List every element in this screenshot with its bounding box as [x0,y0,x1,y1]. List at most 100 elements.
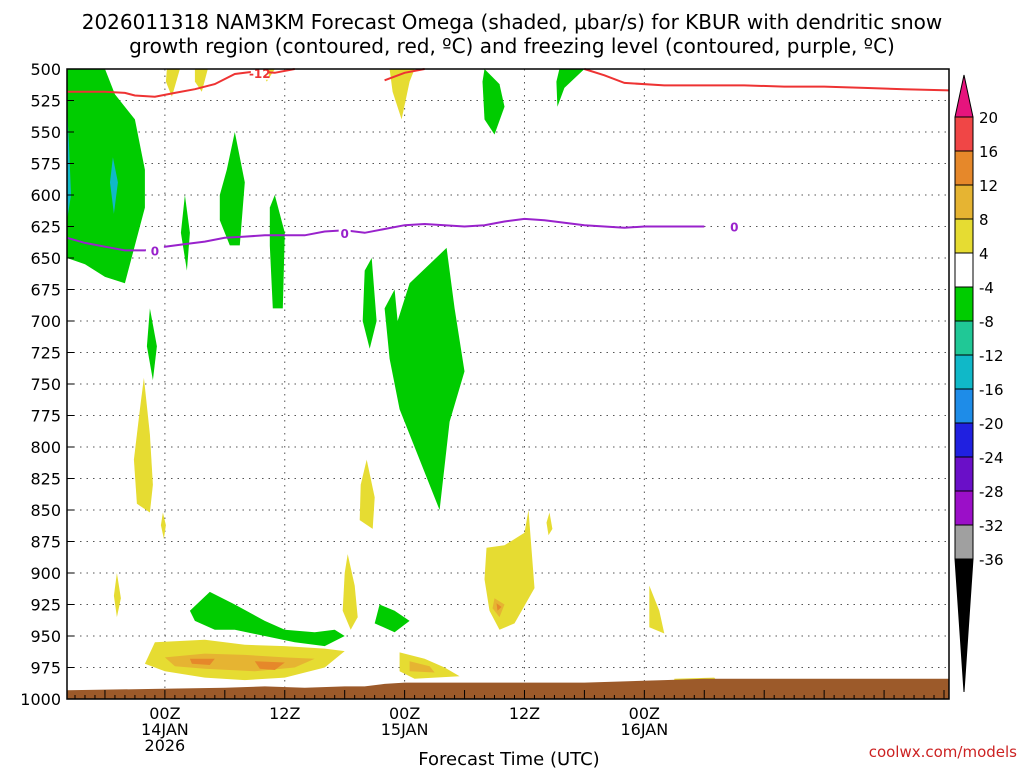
colorbar-swatch-11 [954,490,974,526]
y-tick-label-575: 575 [30,155,61,174]
colorbar-legend: 20 16 12 8 4 -4 -8 -12 -16 -20 -24 -28 -32 -36 [954,74,1004,693]
y-tick-label-625: 625 [30,218,61,237]
colorbar-label-4: 4 [979,245,989,263]
y-tick-label-925: 925 [30,596,61,615]
colorbar-label--24: -24 [979,449,1004,467]
colorbar-label--36: -36 [979,551,1004,569]
y-tick-label-825: 825 [30,470,61,489]
colorbar-arrow-top [954,74,974,118]
isotherm-label-0: -12 [249,67,271,81]
omega-region-6 [146,308,157,381]
y-tick-label-500: 500 [30,60,61,79]
y-tick-label-675: 675 [30,281,61,300]
omega-region-15 [165,69,180,97]
omega-region-20 [484,510,535,630]
terrain-fill [67,678,949,699]
y-axis: 500 525 550 575 600 625 650 675 700 725 750 775 800 8… [20,60,74,709]
omega-region-8 [384,247,465,510]
y-tick-label-775: 775 [30,407,61,426]
isotherm-line-1 [384,68,425,82]
y-tick-label-700: 700 [30,312,61,331]
y-tick-label-875: 875 [30,533,61,552]
freezing-label-bg-0 [338,225,351,240]
colorbar-label-12: 12 [979,177,998,195]
omega-region-23 [546,512,553,536]
omega-region-19 [342,554,358,630]
omega-region-2 [110,157,118,214]
omega-region-24 [649,585,665,634]
y-tick-label-650: 650 [30,249,61,268]
omega-region-30 [409,661,435,673]
colorbar-label--32: -32 [979,517,1004,535]
omega-region-16 [194,69,208,92]
x-tick-label-2-0: 00Z [389,704,420,723]
omega-region-21 [113,573,121,618]
colorbar-swatch-0 [954,116,974,152]
y-tick-label-750: 750 [30,375,61,394]
x-axis-label: Forecast Time (UTC) [418,749,599,768]
y-tick-label-525: 525 [30,92,61,111]
omega-region-9 [189,591,345,647]
y-tick-label-800: 800 [30,438,61,457]
colorbar-swatch-10 [954,456,974,492]
chart-title-line-2: growth region (contoured, red, ºC) and f… [129,34,895,58]
y-tick-label-850: 850 [30,501,61,520]
x-tick-label-0-0: 00Z [149,704,180,723]
colorbar-label-20: 20 [979,109,998,127]
isotherm-label-bg-3 [145,243,164,258]
colorbar-arrow-bottom [954,558,974,693]
colorbar-swatch-1 [954,150,974,186]
plot-area: -12 0 0 0 [66,65,950,700]
colorbar-label--4: -4 [979,279,994,297]
x-tick-label-4-0: 00Z [629,704,660,723]
y-tick-label-950: 950 [30,627,61,646]
x-tick-label-3-0: 12Z [509,704,540,723]
y-tick-label-600: 600 [30,186,61,205]
colorbar-label--28: -28 [979,483,1004,501]
omega-region-32 [254,661,285,670]
omega-region-3 [180,195,190,271]
y-tick-label-550: 550 [30,123,61,142]
omega-region-31 [189,658,215,665]
colorbar-swatch-6 [954,320,974,356]
colorbar-swatch-4 [954,252,974,288]
credit-text: coolwx.com/models [869,743,1017,761]
colorbar-swatch-5 [954,286,974,322]
colorbar-swatch-8 [954,388,974,424]
omega-region-11 [482,69,505,135]
freezing-label-0: 0 [341,227,349,241]
y-tick-label-900: 900 [30,564,61,583]
freezing-label-1: 0 [730,221,738,235]
omega-region-33 [496,603,502,611]
chart-title-line-1: 2026011318 NAM3KM Forecast Omega (shaded… [82,10,943,34]
omega-region-17 [133,377,153,513]
colorbar-swatch-2 [954,184,974,220]
omega-region-10 [374,604,410,633]
omega-region-12 [556,69,585,107]
omega-region-5 [269,195,285,309]
isotherm-line-3 [66,217,705,252]
y-tick-label-725: 725 [30,344,61,363]
y-tick-label-975: 975 [30,659,61,678]
colorbar-swatch-3 [954,218,974,254]
isotherm-line-2 [584,68,950,92]
omega-region-22 [160,512,166,539]
colorbar-swatch-9 [954,422,974,458]
y-tick-label-1000: 1000 [20,690,61,709]
omega-region-7 [362,258,377,349]
colorbar-label--12: -12 [979,347,1004,365]
x-tick-label-0-1: 14JAN [141,720,189,739]
omega-region-0 [67,69,145,284]
colorbar-label-8: 8 [979,211,989,229]
colorbar-label--20: -20 [979,415,1004,433]
x-tick-label-2-1: 15JAN [381,720,429,739]
freezing-label-bg-1 [728,219,741,234]
colorbar-label-16: 16 [979,143,998,161]
colorbar-swatch-7 [954,354,974,390]
omega-region-26 [399,652,460,679]
omega-region-18 [359,459,375,529]
x-tick-label-0-2: 2026 [145,736,186,755]
omega-region-4 [219,132,245,246]
x-tick-label-1-0: 12Z [269,704,300,723]
